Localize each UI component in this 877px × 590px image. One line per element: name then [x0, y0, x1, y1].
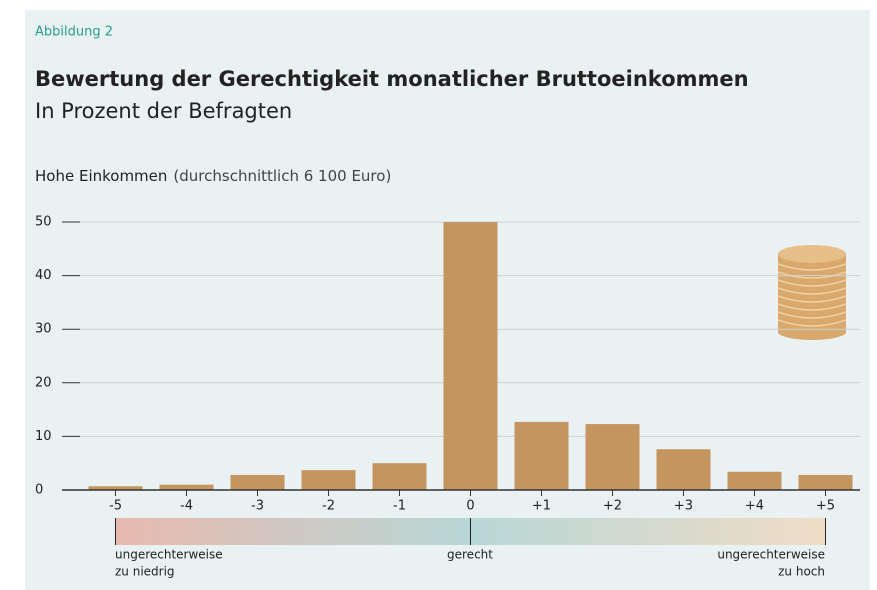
- panel-note: (durchschnittlich 6 100 Euro): [173, 167, 391, 185]
- bar: [656, 449, 711, 490]
- bar: [727, 471, 782, 490]
- x-tick-label: +5: [816, 499, 835, 514]
- bar: [159, 484, 214, 490]
- chart-title: Bewertung der Gerechtigkeit monatlicher …: [35, 67, 749, 91]
- bar: [798, 474, 853, 490]
- x-tick-label: -5: [109, 499, 122, 514]
- bar: [230, 474, 285, 490]
- scale-label-left: ungerechterweise: [115, 548, 223, 562]
- figure-label: Abbildung 2: [35, 25, 113, 40]
- scale-label-center: gerecht: [447, 548, 493, 562]
- x-tick-label: -1: [393, 499, 406, 514]
- x-tick-label: +2: [603, 499, 622, 514]
- chart-subtitle: In Prozent der Befragten: [35, 99, 292, 123]
- y-tick-label: 10: [35, 429, 52, 444]
- x-tick-label: +3: [674, 499, 693, 514]
- bar: [372, 463, 427, 490]
- bar: [301, 470, 356, 490]
- panel-title: Hohe Einkommen (durchschnittlich 6 100 Eu…: [35, 167, 391, 185]
- scale-label-right: zu hoch: [778, 565, 825, 579]
- bar: [88, 486, 143, 490]
- panel-title-main: Hohe Einkommen: [35, 167, 167, 185]
- y-tick-label: 50: [35, 215, 52, 230]
- x-tick-label: -3: [251, 499, 264, 514]
- scale-label-left: zu niedrig: [115, 565, 175, 579]
- bar: [443, 222, 498, 490]
- y-tick-label: 40: [35, 268, 52, 283]
- scale-label-right: ungerechterweise: [717, 548, 825, 562]
- x-tick-label: +4: [745, 499, 764, 514]
- x-tick-label: +1: [532, 499, 551, 514]
- y-tick-label: 20: [35, 375, 52, 390]
- y-tick-label: 0: [35, 483, 43, 498]
- coins-icon: [777, 245, 847, 340]
- x-tick-label: -2: [322, 499, 335, 514]
- bar: [585, 424, 640, 490]
- x-tick-label: -4: [180, 499, 193, 514]
- x-tick-label: 0: [466, 499, 474, 514]
- bar: [514, 421, 569, 490]
- y-tick-label: 30: [35, 322, 52, 337]
